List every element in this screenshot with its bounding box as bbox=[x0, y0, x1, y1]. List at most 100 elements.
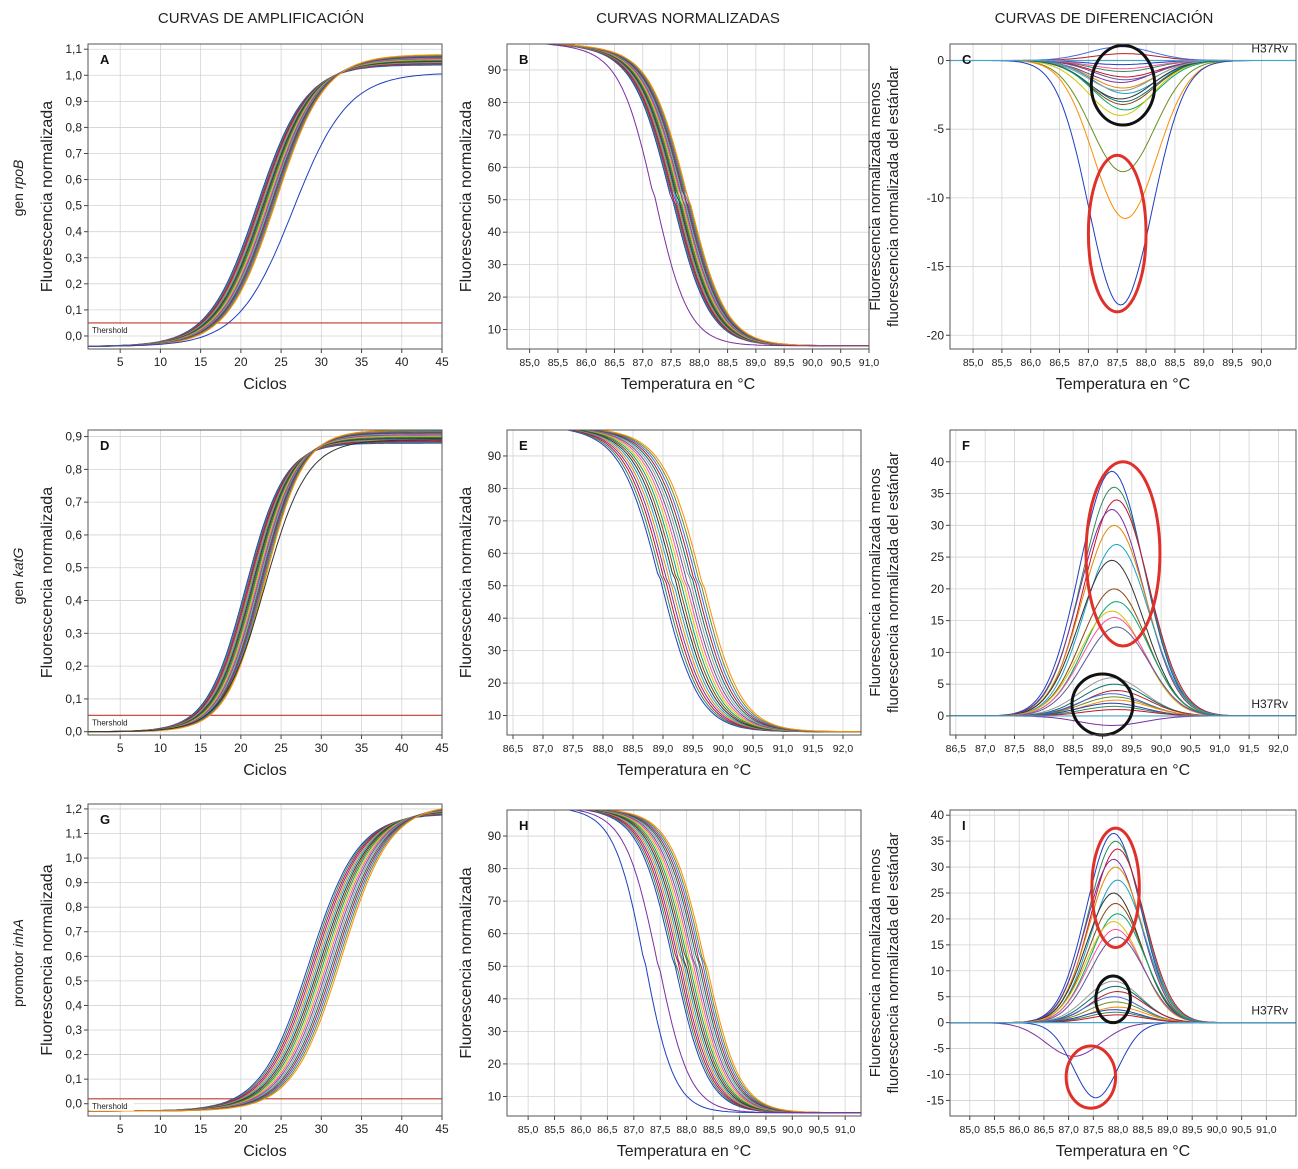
y-tick-label: 30 bbox=[488, 644, 502, 658]
y-tick-label: 0 bbox=[937, 709, 944, 723]
melt-curve bbox=[596, 810, 861, 1114]
x-tick-label: 20 bbox=[234, 1122, 248, 1136]
x-axis-label: Temperatura en °C bbox=[1056, 376, 1190, 393]
melt-curve bbox=[579, 430, 861, 733]
difference-curve bbox=[950, 626, 1296, 717]
plot-frame bbox=[506, 809, 862, 1117]
y-tick-label: 25 bbox=[931, 550, 945, 564]
x-axis-label: Ciclos bbox=[243, 376, 287, 393]
y-tick-label: 0,9 bbox=[65, 876, 82, 890]
melt-curve bbox=[546, 44, 869, 347]
x-tick-label: 91,0 bbox=[1256, 1124, 1277, 1136]
x-tick-label: 35 bbox=[355, 1122, 369, 1136]
x-tick-label: 87,0 bbox=[1078, 357, 1099, 369]
y-tick-label: 60 bbox=[488, 160, 502, 174]
melt-curve bbox=[568, 430, 861, 733]
panel-c: 85,0 85,5 86,0 86,5 87,0 87,5 88,0 88,5 89,0 89,5… bbox=[867, 41, 1297, 393]
x-tick-label: 87,5 bbox=[1004, 743, 1025, 755]
panel-d: 5 10 15 20 25 30 35 40 45 0,0 0,1 0,2 0,3 0,4 0,5 0,6 0,… bbox=[39, 429, 449, 779]
amplification-curve bbox=[88, 809, 442, 1112]
highlight-ellipse-red bbox=[1086, 153, 1148, 314]
y-tick-label: -20 bbox=[927, 328, 945, 342]
x-tick-label: 86,5 bbox=[597, 1124, 618, 1136]
y-tick-label: 40 bbox=[488, 611, 502, 625]
x-tick-label: 89,0 bbox=[1194, 357, 1215, 369]
reference-label: H37Rv bbox=[1251, 41, 1288, 55]
x-axis-label: Ciclos bbox=[243, 1143, 287, 1160]
x-tick-label: 89,0 bbox=[746, 357, 767, 369]
melt-curve bbox=[564, 430, 861, 733]
x-tick-label: 87,5 bbox=[1107, 357, 1128, 369]
x-axis-label: Temperatura en °C bbox=[617, 762, 751, 779]
y-tick-label: 40 bbox=[488, 992, 502, 1006]
y-tick-label: 30 bbox=[931, 860, 945, 874]
plot-frame bbox=[949, 43, 1297, 350]
x-tick-label: 86,5 bbox=[604, 357, 625, 369]
curves bbox=[564, 430, 861, 733]
x-tick-label: 90,0 bbox=[1251, 357, 1272, 369]
melt-curve bbox=[547, 44, 869, 347]
amplification-curve bbox=[88, 434, 442, 733]
x-tick-label: 88,0 bbox=[676, 1124, 697, 1136]
curves bbox=[950, 832, 1296, 1099]
x-tick-label: 88,5 bbox=[717, 357, 738, 369]
y-tick-label: 0 bbox=[937, 1016, 944, 1030]
x-tick-label: 90,0 bbox=[1207, 1124, 1228, 1136]
difference-curve bbox=[950, 1022, 1296, 1099]
melt-curve bbox=[594, 430, 861, 733]
y-axis-label-line2: fluorescencia normalizada del estándar bbox=[885, 833, 902, 1094]
x-tick-label: 40 bbox=[395, 355, 409, 369]
x-tick-label: 89,0 bbox=[1092, 743, 1113, 755]
amplification-curve bbox=[88, 60, 442, 347]
x-tick-label: 92,0 bbox=[833, 743, 854, 755]
amplification-curve bbox=[88, 810, 442, 1112]
amplification-curve bbox=[88, 811, 442, 1112]
amplification-curve bbox=[88, 814, 442, 1112]
x-tick-label: 91,0 bbox=[773, 743, 794, 755]
x-tick-label: 87,0 bbox=[1058, 1124, 1079, 1136]
melt-curve bbox=[550, 44, 869, 347]
y-tick-label: 30 bbox=[931, 518, 945, 532]
melt-curve bbox=[575, 430, 861, 733]
x-tick-label: 15 bbox=[194, 1122, 208, 1136]
x-tick-label: 91,5 bbox=[1239, 743, 1260, 755]
x-axis-label: Temperatura en °C bbox=[1056, 762, 1190, 779]
y-tick-label: 15 bbox=[931, 938, 945, 952]
melt-curve bbox=[545, 44, 869, 347]
melt-curve bbox=[577, 430, 861, 733]
amplification-curve bbox=[88, 439, 442, 733]
y-tick-label: 10 bbox=[488, 1089, 502, 1103]
plot-frame bbox=[506, 43, 870, 350]
x-tick-label: 40 bbox=[395, 741, 409, 755]
y-tick-label: -5 bbox=[933, 1042, 944, 1056]
y-tick-label: 0,2 bbox=[65, 277, 82, 291]
amplification-curve bbox=[88, 808, 442, 1112]
amplification-curve bbox=[88, 73, 442, 347]
x-tick-label: 88,5 bbox=[1133, 1124, 1154, 1136]
x-tick-label: 87,0 bbox=[533, 743, 554, 755]
x-tick-label: 86,0 bbox=[1009, 1124, 1030, 1136]
highlight-ellipse-black bbox=[1094, 974, 1132, 1025]
melt-curve bbox=[550, 44, 869, 347]
y-tick-label: 0,1 bbox=[65, 1072, 82, 1086]
melt-curve bbox=[546, 44, 869, 347]
y-axis-label: Fluorescencia normalizada menos bbox=[867, 82, 884, 310]
x-tick-label: 92,0 bbox=[1268, 743, 1289, 755]
panel-letter: F bbox=[962, 438, 970, 453]
difference-curve bbox=[950, 1022, 1296, 1057]
y-axis-label: Fluorescencia normalizada bbox=[458, 101, 475, 292]
amplification-curve bbox=[88, 809, 442, 1112]
plot-frame bbox=[949, 429, 1297, 736]
x-tick-label: 88,5 bbox=[703, 1124, 724, 1136]
reference-label: H37Rv bbox=[1251, 697, 1288, 711]
x-axis-label: Temperatura en °C bbox=[617, 1143, 751, 1160]
x-tick-label: 88,0 bbox=[1108, 1124, 1129, 1136]
difference-curve bbox=[950, 913, 1296, 1024]
melt-curve bbox=[584, 810, 861, 1114]
x-tick-label: 90,0 bbox=[713, 743, 734, 755]
melt-curve bbox=[581, 810, 861, 1114]
x-tick-label: 10 bbox=[154, 355, 168, 369]
x-tick-label: 30 bbox=[315, 355, 329, 369]
y-tick-label: 0,6 bbox=[65, 173, 82, 187]
melt-curve bbox=[587, 810, 861, 1114]
